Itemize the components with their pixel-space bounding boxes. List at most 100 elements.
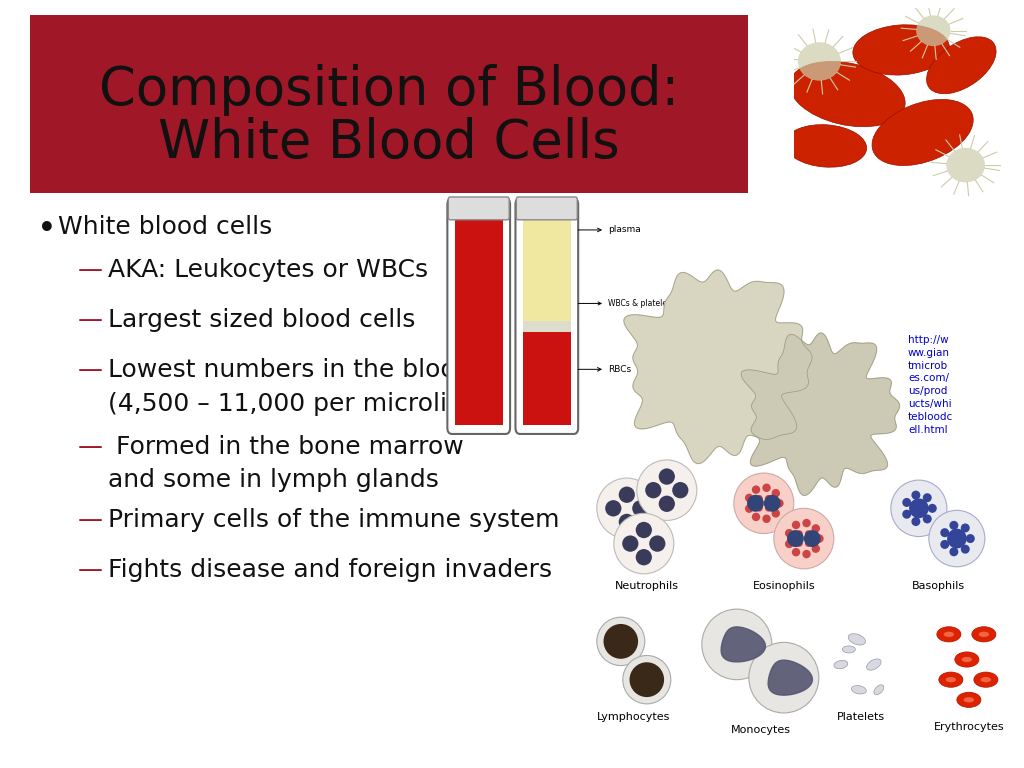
Circle shape — [775, 499, 783, 508]
Ellipse shape — [937, 627, 961, 642]
FancyBboxPatch shape — [516, 197, 578, 220]
Circle shape — [966, 534, 975, 543]
Text: Platelets: Platelets — [837, 712, 885, 722]
Circle shape — [752, 485, 760, 494]
Circle shape — [636, 521, 652, 538]
Circle shape — [762, 484, 771, 492]
Text: —: — — [78, 258, 103, 282]
Ellipse shape — [785, 124, 866, 167]
Circle shape — [785, 529, 794, 538]
Text: Composition of Blood:: Composition of Blood: — [99, 64, 679, 116]
Ellipse shape — [834, 660, 848, 669]
Text: —: — — [78, 508, 103, 532]
Text: Basophils: Basophils — [912, 581, 966, 591]
Circle shape — [940, 528, 949, 537]
Circle shape — [803, 550, 811, 558]
Text: AKA: Leukocytes or WBCs: AKA: Leukocytes or WBCs — [108, 258, 428, 282]
Ellipse shape — [872, 99, 973, 166]
Circle shape — [911, 517, 921, 526]
Text: http://w
ww.gian
tmicrob
es.com/
us/prod
ucts/whi
tebloodc
ell.html: http://w ww.gian tmicrob es.com/ us/prod… — [908, 335, 953, 435]
Ellipse shape — [939, 672, 963, 687]
Circle shape — [774, 508, 834, 569]
Ellipse shape — [927, 37, 996, 94]
Circle shape — [630, 662, 665, 697]
Bar — [522, 321, 571, 332]
Circle shape — [929, 511, 985, 567]
Circle shape — [949, 521, 958, 530]
Circle shape — [796, 530, 803, 538]
Circle shape — [762, 515, 771, 523]
Circle shape — [658, 468, 675, 485]
Circle shape — [597, 617, 645, 666]
Circle shape — [623, 535, 638, 551]
Circle shape — [749, 642, 819, 713]
Circle shape — [632, 500, 648, 517]
Circle shape — [916, 15, 950, 46]
Circle shape — [902, 510, 911, 518]
Text: Primary cells of the immune system: Primary cells of the immune system — [108, 508, 559, 532]
Circle shape — [734, 473, 794, 534]
Circle shape — [909, 498, 929, 518]
Circle shape — [785, 540, 794, 548]
Circle shape — [772, 509, 780, 518]
Circle shape — [796, 540, 803, 547]
Circle shape — [815, 535, 823, 543]
Ellipse shape — [843, 646, 855, 653]
Ellipse shape — [873, 685, 884, 695]
Circle shape — [701, 609, 772, 680]
Circle shape — [636, 549, 652, 565]
Bar — [30, 15, 748, 193]
Text: Monocytes: Monocytes — [731, 725, 791, 735]
Circle shape — [756, 495, 763, 502]
Circle shape — [812, 545, 820, 553]
Text: Lowest numbers in the blood
(4,500 – 11,000 per microliter): Lowest numbers in the blood (4,500 – 11,… — [108, 358, 493, 415]
Circle shape — [752, 513, 760, 521]
Circle shape — [748, 495, 764, 511]
Circle shape — [803, 519, 811, 528]
Circle shape — [947, 528, 967, 548]
Circle shape — [961, 524, 970, 532]
Text: Eosinophils: Eosinophils — [753, 581, 815, 591]
Circle shape — [949, 548, 958, 556]
Polygon shape — [741, 333, 899, 495]
Ellipse shape — [964, 697, 974, 703]
Ellipse shape — [848, 634, 865, 645]
Circle shape — [805, 530, 812, 538]
Circle shape — [946, 148, 985, 183]
Text: —: — — [78, 558, 103, 582]
Text: RBCs: RBCs — [579, 365, 631, 374]
Circle shape — [902, 498, 911, 507]
Circle shape — [618, 514, 635, 530]
Circle shape — [637, 460, 696, 521]
Circle shape — [613, 513, 674, 574]
Text: —: — — [78, 308, 103, 332]
Text: Neutrophils: Neutrophils — [614, 581, 679, 591]
FancyBboxPatch shape — [515, 198, 579, 434]
Ellipse shape — [851, 686, 866, 694]
Polygon shape — [721, 627, 765, 662]
Ellipse shape — [954, 652, 979, 667]
Text: Fights disease and foreign invaders: Fights disease and foreign invaders — [108, 558, 552, 582]
Bar — [522, 332, 571, 425]
Ellipse shape — [943, 631, 954, 637]
Circle shape — [940, 540, 949, 549]
Circle shape — [618, 487, 635, 503]
Circle shape — [597, 478, 656, 538]
Circle shape — [804, 530, 820, 547]
Circle shape — [745, 494, 754, 502]
Circle shape — [756, 505, 763, 511]
Circle shape — [605, 500, 622, 517]
Circle shape — [805, 540, 812, 547]
FancyBboxPatch shape — [449, 197, 509, 220]
Ellipse shape — [979, 631, 989, 637]
Text: Largest sized blood cells: Largest sized blood cells — [108, 308, 416, 332]
Text: —: — — [78, 435, 103, 459]
Polygon shape — [624, 270, 812, 464]
Text: WBCs & platelets: WBCs & platelets — [579, 299, 674, 308]
Circle shape — [891, 480, 947, 537]
Ellipse shape — [853, 25, 949, 75]
Circle shape — [645, 482, 662, 498]
Ellipse shape — [945, 677, 956, 682]
Text: Lymphocytes: Lymphocytes — [597, 712, 671, 722]
Circle shape — [765, 505, 772, 511]
